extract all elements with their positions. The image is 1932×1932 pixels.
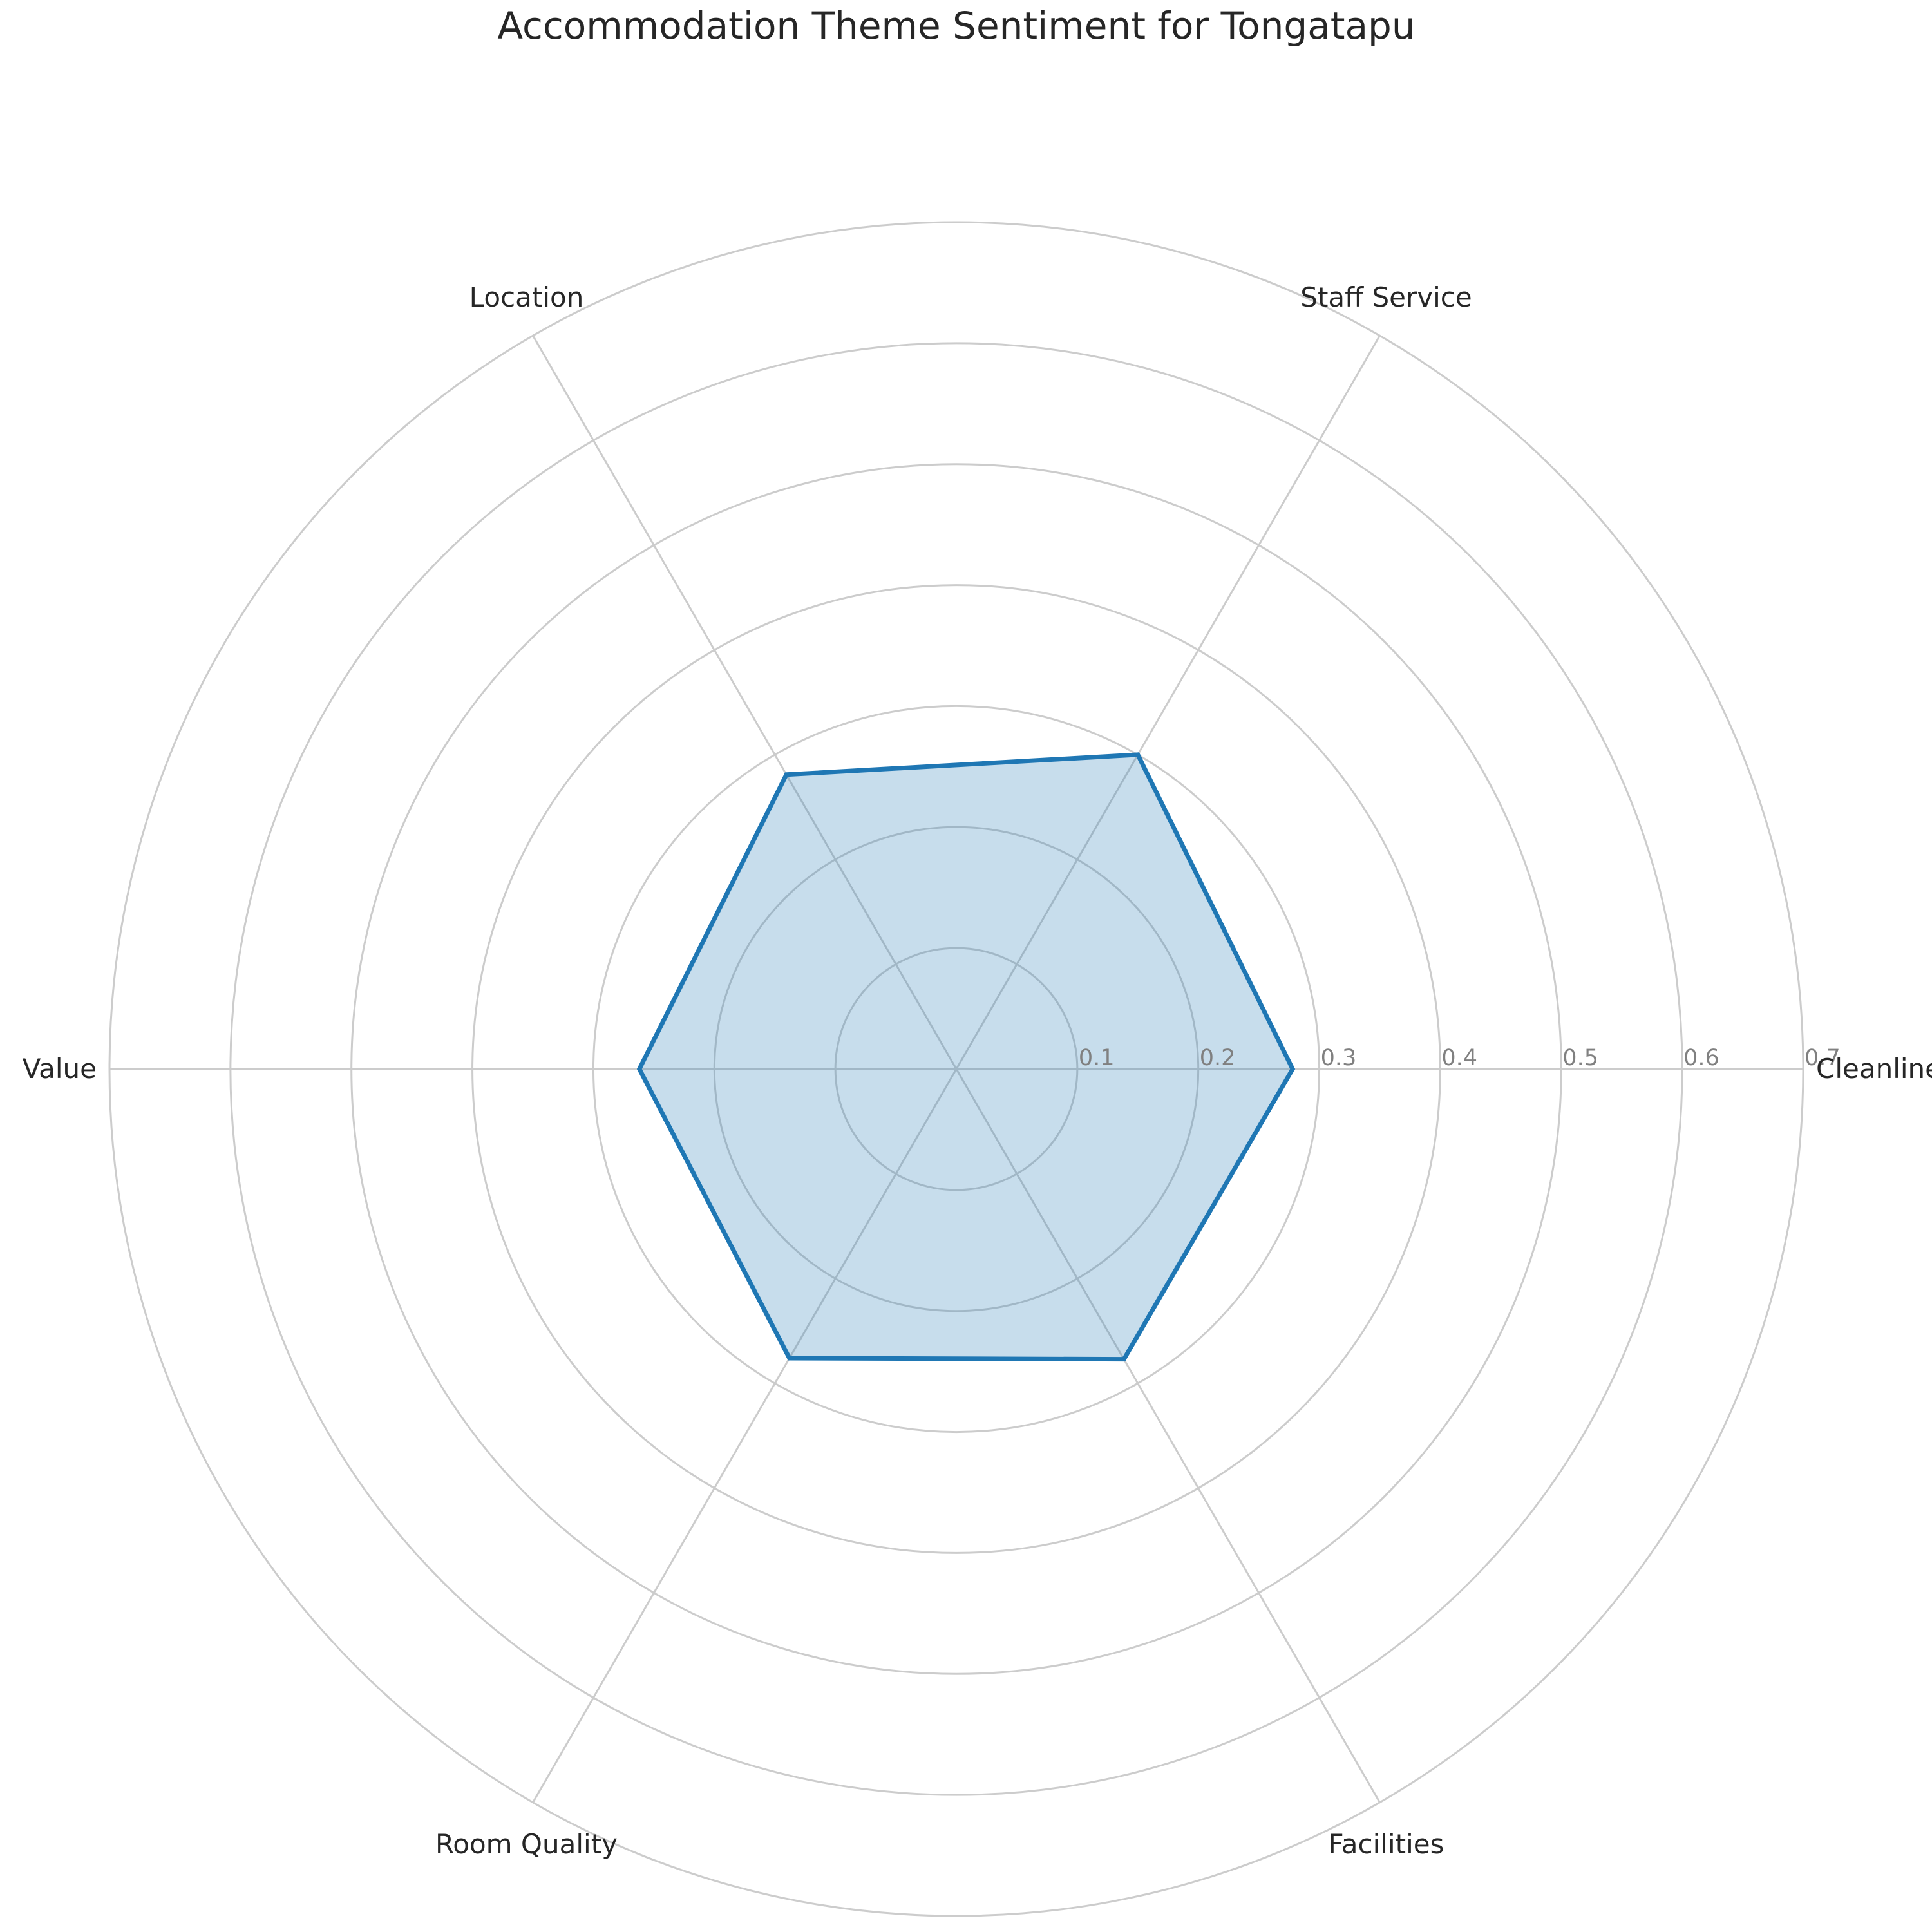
data-point (1137, 753, 1139, 755)
category-label: Facilities (1329, 1828, 1444, 1860)
radial-tick-label: 0.1 (1079, 1045, 1115, 1071)
radial-tick-label: 0.7 (1804, 1045, 1841, 1071)
spoke-line (532, 335, 958, 1070)
category-label: Value (23, 1053, 97, 1084)
grid-layer (108, 221, 1804, 1917)
data-point (786, 773, 788, 775)
category-labels: Cleanliness Staff Service Location Value Roo… (23, 281, 1932, 1860)
category-label: Location (469, 281, 584, 313)
data-point (788, 1358, 790, 1359)
radial-tick-label: 0.2 (1200, 1045, 1236, 1071)
category-label: Room Quality (435, 1828, 618, 1860)
radial-tick-label: 0.6 (1683, 1045, 1719, 1071)
radial-tick-label: 0.3 (1321, 1045, 1357, 1071)
category-label: Staff Service (1300, 281, 1472, 313)
data-point (1123, 1358, 1125, 1360)
spoke-line (532, 1068, 958, 1803)
radial-tick-labels: 0.1 0.2 0.3 0.4 0.5 0.6 0.7 (1079, 1045, 1841, 1071)
radial-tick-label: 0.5 (1562, 1045, 1598, 1071)
chart-title: Accommodation Theme Sentiment for Tongat… (497, 4, 1415, 48)
data-layer (636, 752, 1296, 1362)
data-point (638, 1068, 640, 1070)
spoke-line (955, 335, 1381, 1070)
category-label: Cleanliness (1816, 1053, 1932, 1084)
spoke-line (955, 1068, 1381, 1803)
radial-tick-label: 0.4 (1441, 1045, 1477, 1071)
series-area (639, 754, 1293, 1359)
data-point (1292, 1068, 1294, 1070)
